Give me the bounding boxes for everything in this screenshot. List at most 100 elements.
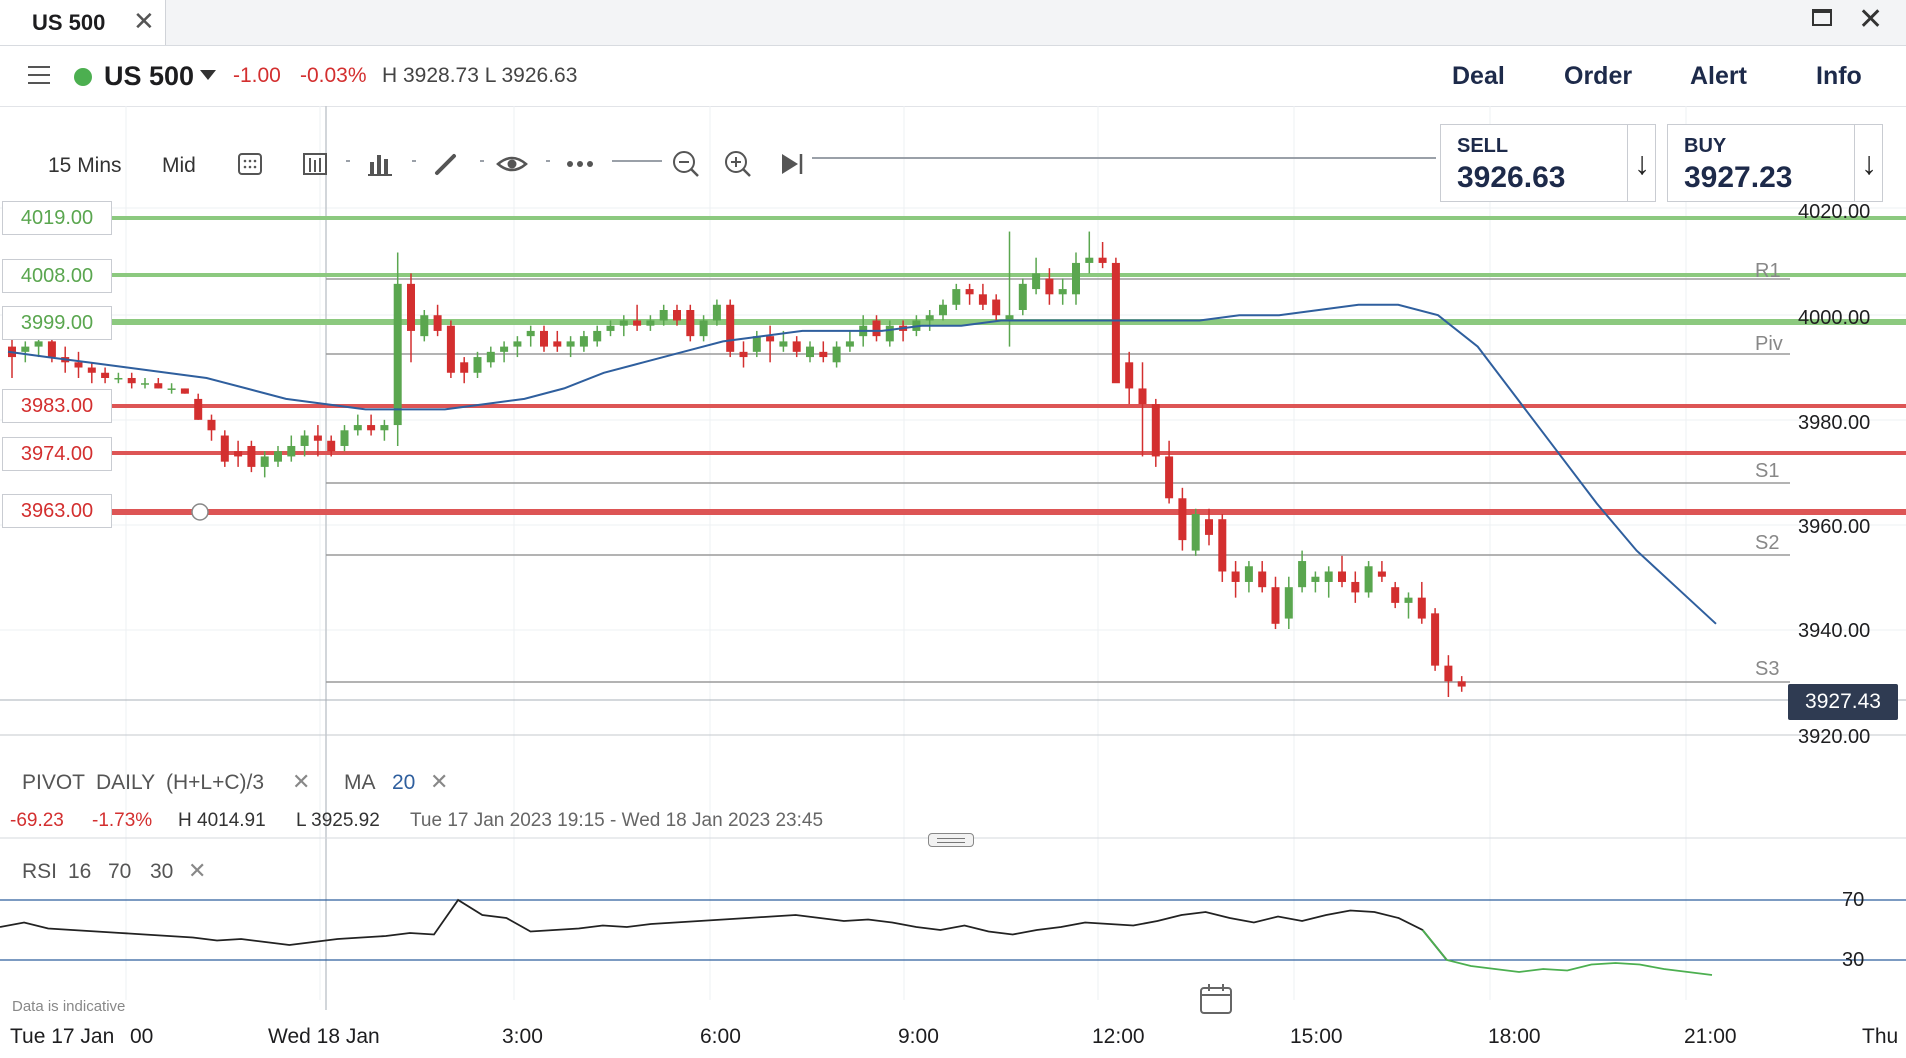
toolbar-separator (612, 160, 662, 162)
level-tag-3999[interactable]: 3999.00 (2, 306, 112, 340)
rsi-indicator-period[interactable]: 16 (68, 860, 92, 883)
candle-body (300, 435, 309, 446)
window-tab-bar: US 500 ✕ ✕ (0, 0, 1906, 46)
candle-body (925, 315, 934, 321)
instrument-name[interactable]: US 500 (104, 61, 195, 91)
close-tab-icon[interactable]: ✕ (133, 6, 155, 36)
time-axis-label: 6:00 (700, 1025, 741, 1048)
level-tag-4019[interactable]: 4019.00 (2, 201, 112, 235)
candle-body (712, 304, 721, 321)
candle-body (1271, 587, 1280, 624)
remove-ma-icon[interactable]: ✕ (430, 769, 449, 794)
instrument-header: US 500 -1.00 -0.03% H 3928.73 L 3926.63 … (0, 46, 1906, 107)
candle-body (965, 289, 974, 295)
time-axis-label: 12:00 (1092, 1025, 1145, 1048)
candle-body (47, 341, 56, 358)
candle-body (1205, 519, 1213, 535)
pivot-indicator-name[interactable]: PIVOT (22, 771, 86, 794)
maximize-icon[interactable] (1812, 9, 1832, 26)
alert-button[interactable]: Alert (1690, 62, 1747, 90)
candle-body (1311, 576, 1320, 582)
deal-button[interactable]: Deal (1452, 62, 1505, 90)
data-indicative-note: Data is indicative (12, 998, 126, 1015)
remove-pivot-icon[interactable]: ✕ (292, 769, 311, 794)
range-low: L 3925.92 (296, 810, 380, 831)
sell-button[interactable]: SELL 3926.63 ↓ (1440, 124, 1656, 202)
rsi-indicator-lower[interactable]: 30 (150, 860, 174, 883)
range-change-abs: -69.23 (10, 810, 64, 831)
indicators-icon[interactable] (362, 146, 398, 182)
candle-body (207, 419, 216, 431)
close-window-icon[interactable]: ✕ (1858, 3, 1884, 36)
candle-body (433, 315, 442, 331)
rsi-indicator-upper[interactable]: 70 (108, 860, 132, 883)
candle-body (1351, 581, 1360, 593)
price-type-selector[interactable]: Mid (162, 154, 196, 177)
pane-resize-handle[interactable] (928, 833, 974, 847)
chart-type-icon[interactable] (298, 146, 334, 182)
candle-body (659, 310, 668, 321)
candle-body (247, 445, 256, 467)
rsi-indicator-name[interactable]: RSI (22, 860, 58, 883)
price-axis-label: 3980.00 (1798, 412, 1871, 434)
candle-body (646, 320, 655, 326)
candle-body (513, 341, 522, 347)
instrument-tab[interactable]: US 500 ✕ (0, 0, 166, 45)
pivot-label-r1: R1 (1755, 260, 1781, 282)
draw-pen-icon[interactable] (428, 146, 464, 182)
candle-body (1058, 289, 1067, 295)
pivot-label-s3: S3 (1755, 658, 1780, 680)
candle-body (752, 336, 761, 352)
price-chart[interactable] (0, 106, 1906, 1058)
ma-indicator-name[interactable]: MA (344, 771, 376, 794)
candle-body (992, 299, 1001, 316)
level-tag-4008[interactable]: 4008.00 (2, 259, 112, 293)
sell-down-arrow-icon: ↓ (1634, 145, 1650, 181)
ma-indicator-period[interactable]: 20 (392, 771, 416, 794)
candle-body (1444, 665, 1453, 682)
menu-icon[interactable] (28, 66, 50, 84)
order-button[interactable]: Order (1564, 62, 1633, 90)
candle-body (127, 377, 136, 384)
candle-body (845, 341, 854, 347)
candle-body (87, 367, 96, 373)
candle-body (340, 430, 349, 446)
candle-body (74, 362, 83, 368)
candle-body (619, 320, 628, 326)
date-picker-icon[interactable] (1198, 982, 1234, 1016)
instrument-dropdown-icon[interactable] (200, 70, 216, 80)
zoom-in-icon[interactable] (720, 146, 756, 182)
candle-body (420, 315, 429, 337)
buy-divider (1854, 125, 1855, 201)
buy-button[interactable]: BUY 3927.23 ↓ (1667, 124, 1883, 202)
candle-body (726, 304, 735, 352)
calendar-icon[interactable] (232, 146, 268, 182)
interval-selector[interactable]: 15 Mins (48, 154, 122, 177)
candle-body (287, 445, 296, 457)
level-tag-3983[interactable]: 3983.00 (2, 389, 112, 423)
visibility-eye-icon[interactable] (494, 146, 530, 182)
pivot-indicator-formula[interactable]: (H+L+C)/3 (166, 771, 265, 794)
pivot-indicator-period[interactable]: DAILY (96, 771, 156, 794)
pivot-label-s1: S1 (1755, 460, 1780, 482)
candle-body (1457, 681, 1466, 687)
candle-body (220, 435, 229, 462)
candle-body (766, 336, 775, 342)
info-button[interactable]: Info (1816, 62, 1862, 90)
candle-body (486, 351, 495, 363)
candle-body (1045, 278, 1054, 295)
remove-rsi-icon[interactable]: ✕ (188, 858, 207, 883)
candle-body (1165, 456, 1174, 499)
level-tag-3974[interactable]: 3974.00 (2, 437, 112, 471)
jump-to-latest-icon[interactable] (774, 146, 810, 182)
high-low: H 3928.73 L 3926.63 (382, 64, 578, 87)
more-options-icon[interactable] (562, 146, 598, 182)
price-axis-label: 4020.00 (1798, 201, 1871, 223)
current-price-tag: 3927.43 (1788, 684, 1898, 720)
level-tag-3963[interactable]: 3963.00 (2, 494, 112, 528)
time-axis-label: 15:00 (1290, 1025, 1343, 1048)
candle-body (1258, 571, 1267, 588)
candle-body (141, 383, 149, 385)
buy-down-arrow-icon: ↓ (1861, 145, 1877, 181)
zoom-out-icon[interactable] (668, 146, 704, 182)
